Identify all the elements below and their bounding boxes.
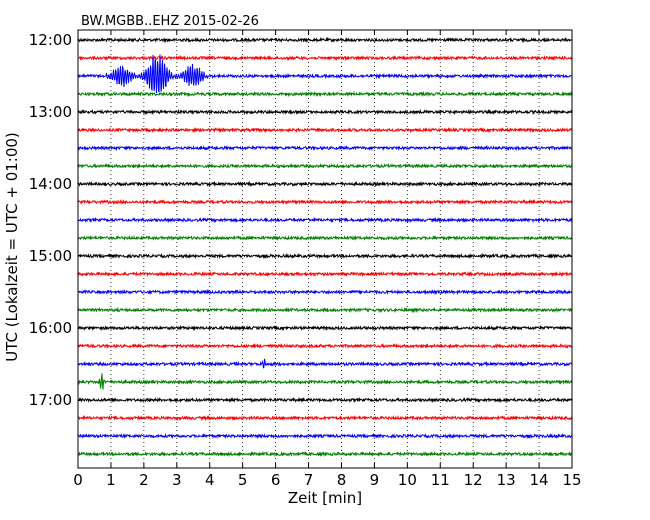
y-tick-label: 15:00 <box>29 247 72 265</box>
x-tick-label: 10 <box>398 471 417 489</box>
x-axis-label: Zeit [min] <box>288 489 362 507</box>
trace-13:30 <box>77 144 573 152</box>
trace-16:00 <box>77 324 573 332</box>
trace-14:15 <box>77 198 573 206</box>
trace-17:15 <box>77 414 573 422</box>
trace-13:15 <box>77 126 573 134</box>
x-tick-label: 8 <box>337 471 347 489</box>
x-tick-label: 11 <box>431 471 450 489</box>
trace-17:45 <box>77 450 573 458</box>
trace-17:30 <box>77 432 573 440</box>
trace-12:00 <box>77 36 573 44</box>
x-axis-ticks: 0 1 2 3 4 5 6 7 8 9 10 11 12 13 14 15 <box>73 30 582 489</box>
y-axis-label: UTC (Lokalzeit = UTC + 01:00) <box>3 132 21 362</box>
plot-frame <box>77 29 573 469</box>
x-tick-label: 14 <box>530 471 549 489</box>
x-tick-label: 5 <box>238 471 248 489</box>
trace-13:00 <box>77 108 573 116</box>
trace-14:45 <box>77 234 573 242</box>
y-tick-label: 12:00 <box>29 31 72 49</box>
trace-15:30 <box>77 288 573 296</box>
trace-14:30 <box>77 216 573 224</box>
y-tick-label: 17:00 <box>29 391 72 409</box>
trace-15:00 <box>77 252 573 260</box>
seismogram-traces <box>77 36 573 458</box>
trace-12:45 <box>77 90 573 98</box>
x-tick-label: 13 <box>497 471 516 489</box>
chart-title: BW.MGBB..EHZ 2015-02-26 <box>81 14 259 29</box>
trace-16:30 <box>77 358 573 369</box>
trace-12:30 <box>77 54 573 94</box>
x-tick-label: 0 <box>73 471 83 489</box>
y-tick-label: 14:00 <box>29 175 72 193</box>
x-tick-label: 15 <box>562 471 581 489</box>
x-tick-label: 2 <box>139 471 149 489</box>
x-tick-label: 12 <box>464 471 483 489</box>
y-axis-ticks: 12:00 13:00 14:00 15:00 16:00 17:00 <box>29 31 572 409</box>
trace-15:45 <box>77 306 573 314</box>
trace-15:15 <box>77 270 573 278</box>
x-tick-label: 6 <box>271 471 281 489</box>
trace-16:45 <box>77 373 573 390</box>
y-tick-label: 13:00 <box>29 103 72 121</box>
x-tick-label: 9 <box>370 471 380 489</box>
trace-13:45 <box>77 162 573 170</box>
x-tick-label: 7 <box>304 471 314 489</box>
trace-14:00 <box>77 180 573 188</box>
y-tick-label: 16:00 <box>29 319 72 337</box>
x-tick-label: 1 <box>106 471 116 489</box>
x-tick-label: 4 <box>205 471 215 489</box>
trace-17:00 <box>78 396 573 404</box>
x-tick-label: 3 <box>172 471 182 489</box>
trace-16:15 <box>77 342 573 350</box>
trace-12:15 <box>77 54 573 62</box>
